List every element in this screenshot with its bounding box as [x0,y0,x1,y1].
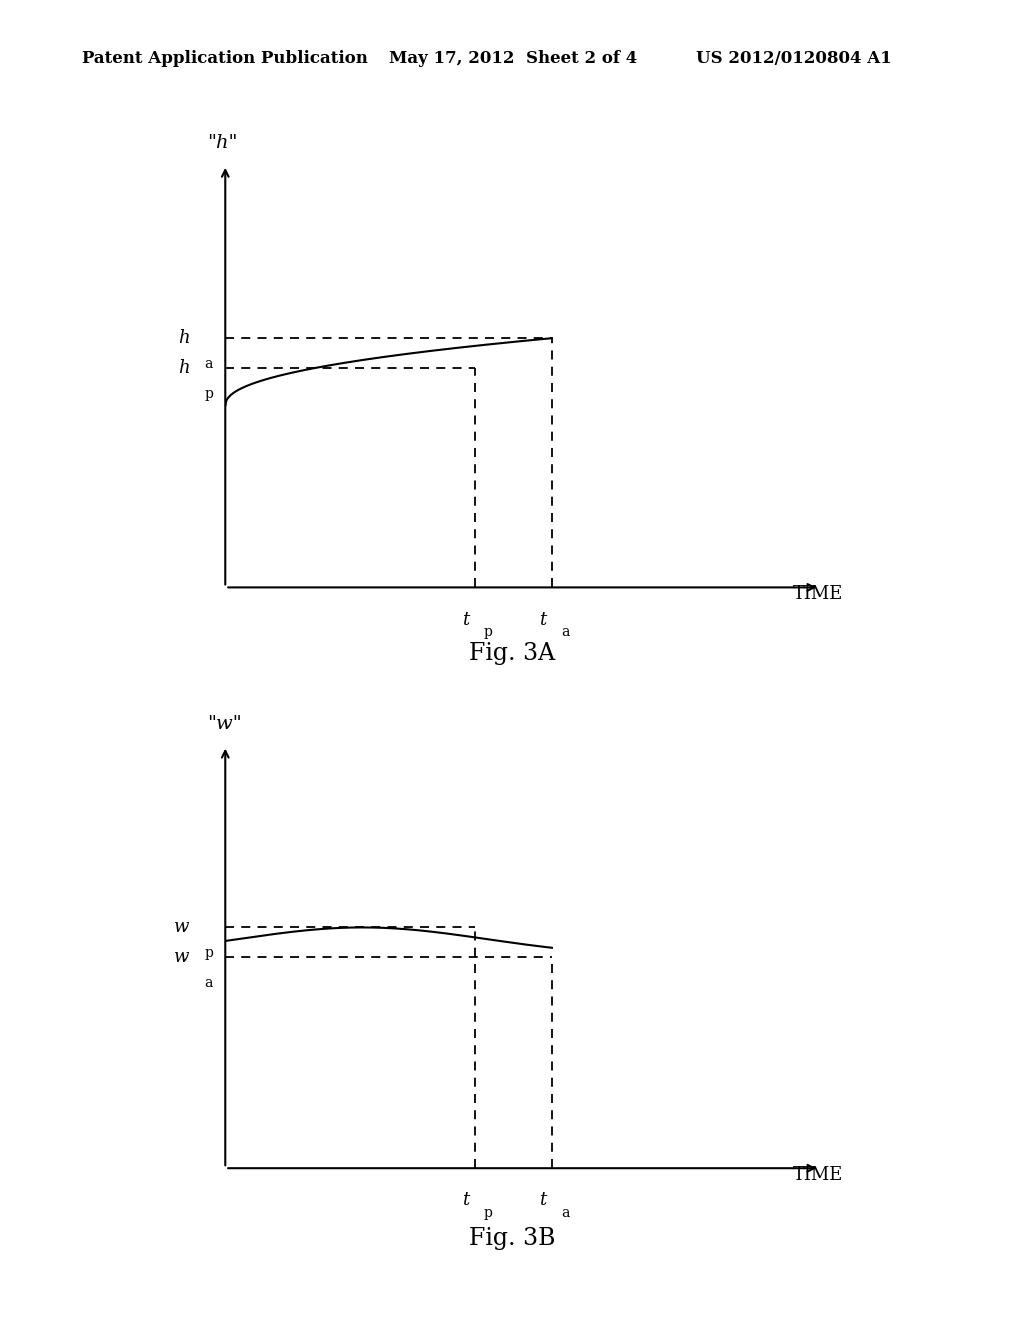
Text: t: t [462,1192,469,1209]
Text: US 2012/0120804 A1: US 2012/0120804 A1 [696,50,892,67]
Text: h: h [178,329,189,347]
Text: w: w [174,919,189,936]
Text: "w": "w" [208,715,243,733]
Text: t: t [540,611,547,628]
Text: a: a [561,626,569,639]
Text: h: h [178,359,189,376]
Text: Fig. 3B: Fig. 3B [469,1226,555,1250]
Text: Patent Application Publication: Patent Application Publication [82,50,368,67]
Text: a: a [205,975,213,990]
Text: w: w [174,948,189,966]
Text: TIME: TIME [793,1166,843,1184]
Text: p: p [483,626,493,639]
Text: Fig. 3A: Fig. 3A [469,642,555,665]
Text: a: a [561,1206,569,1220]
Text: t: t [540,1192,547,1209]
Text: p: p [205,946,213,961]
Text: May 17, 2012  Sheet 2 of 4: May 17, 2012 Sheet 2 of 4 [389,50,637,67]
Text: a: a [205,358,213,371]
Text: p: p [483,1206,493,1220]
Text: "h": "h" [208,135,238,152]
Text: t: t [462,611,469,628]
Text: TIME: TIME [793,585,843,603]
Text: p: p [205,387,213,401]
